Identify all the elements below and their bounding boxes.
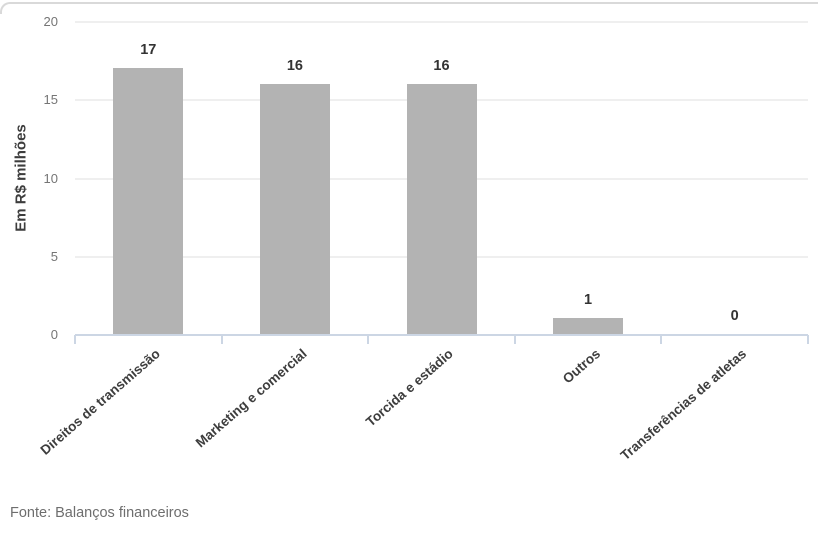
axis-tick <box>367 335 370 344</box>
bar-value-label: 16 <box>286 57 303 74</box>
axis-tick <box>660 335 663 344</box>
y-tick-label: 20 <box>43 14 58 29</box>
bar-value-label: 1 <box>584 292 593 309</box>
axis-tick <box>220 335 223 344</box>
source-note: Fonte: Balanços financeiros <box>10 505 189 521</box>
y-tick-label: 5 <box>50 248 58 264</box>
bar <box>406 83 477 334</box>
gridline <box>75 21 808 23</box>
bar-value-label: 16 <box>433 57 450 74</box>
bar <box>113 67 184 334</box>
bar <box>553 318 624 334</box>
axis-tick <box>513 335 516 344</box>
bar <box>259 83 330 334</box>
x-tick-label-text: Transferências de atletas <box>617 346 750 464</box>
x-tick-label-text: Outros <box>559 346 603 387</box>
bar-value-label: 17 <box>140 41 157 58</box>
x-tick-label-text: Torcida e estádio <box>363 346 457 430</box>
x-tick-label-text: Marketing e comercial <box>192 346 310 451</box>
axis-tick <box>807 335 809 344</box>
y-tick-label: 0 <box>50 327 58 342</box>
y-tick-label: 15 <box>43 92 58 108</box>
bar-value-label: 0 <box>730 308 739 324</box>
y-tick-label: 10 <box>43 170 58 186</box>
x-axis-line <box>75 334 808 336</box>
axis-tick <box>74 335 76 344</box>
x-tick-label-text: Direitos de transmissão <box>37 346 164 458</box>
